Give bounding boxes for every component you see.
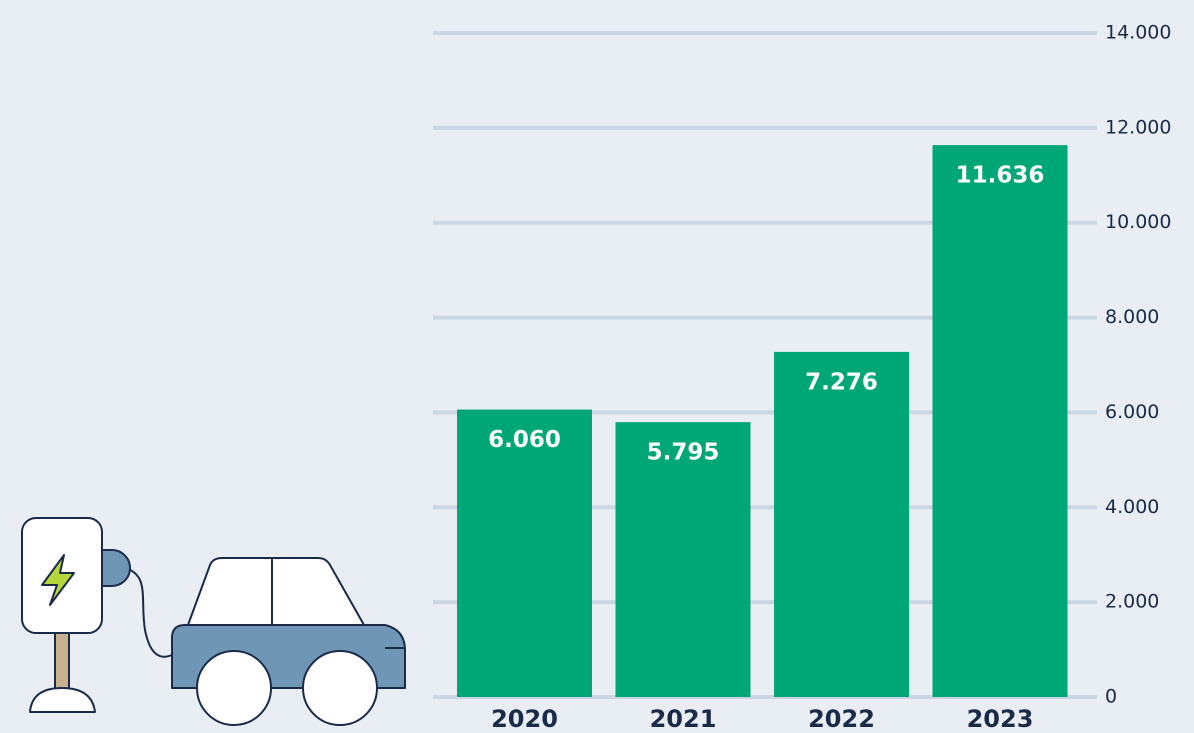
x-tick-label: 2020 (491, 705, 558, 733)
bar (933, 145, 1068, 697)
value-label: 11.636 (956, 163, 1045, 189)
chart: 0 2.000 4.000 6.000 8.000 10.000 12.000 14.000 6… (0, 0, 1194, 733)
x-tick-label: 2022 (808, 705, 875, 733)
y-tick-label: 0 (1105, 686, 1117, 708)
y-tick-label: 10.000 (1105, 211, 1171, 233)
bar (774, 352, 909, 697)
value-label: 5.795 (647, 440, 720, 466)
value-label: 7.276 (805, 369, 878, 395)
plug (102, 550, 130, 586)
wheel (197, 651, 271, 725)
y-tick-label: 14.000 (1105, 22, 1171, 44)
wheel (303, 651, 377, 725)
y-tick-label: 12.000 (1105, 116, 1171, 138)
pole (55, 633, 69, 689)
x-tick-label: 2021 (650, 705, 717, 733)
value-label: 6.060 (488, 427, 561, 453)
y-tick-label: 2.000 (1105, 591, 1159, 613)
x-tick-label: 2023 (967, 705, 1034, 733)
y-tick-label: 4.000 (1105, 496, 1159, 518)
y-tick-label: 8.000 (1105, 306, 1159, 328)
y-tick-label: 6.000 (1105, 401, 1159, 423)
